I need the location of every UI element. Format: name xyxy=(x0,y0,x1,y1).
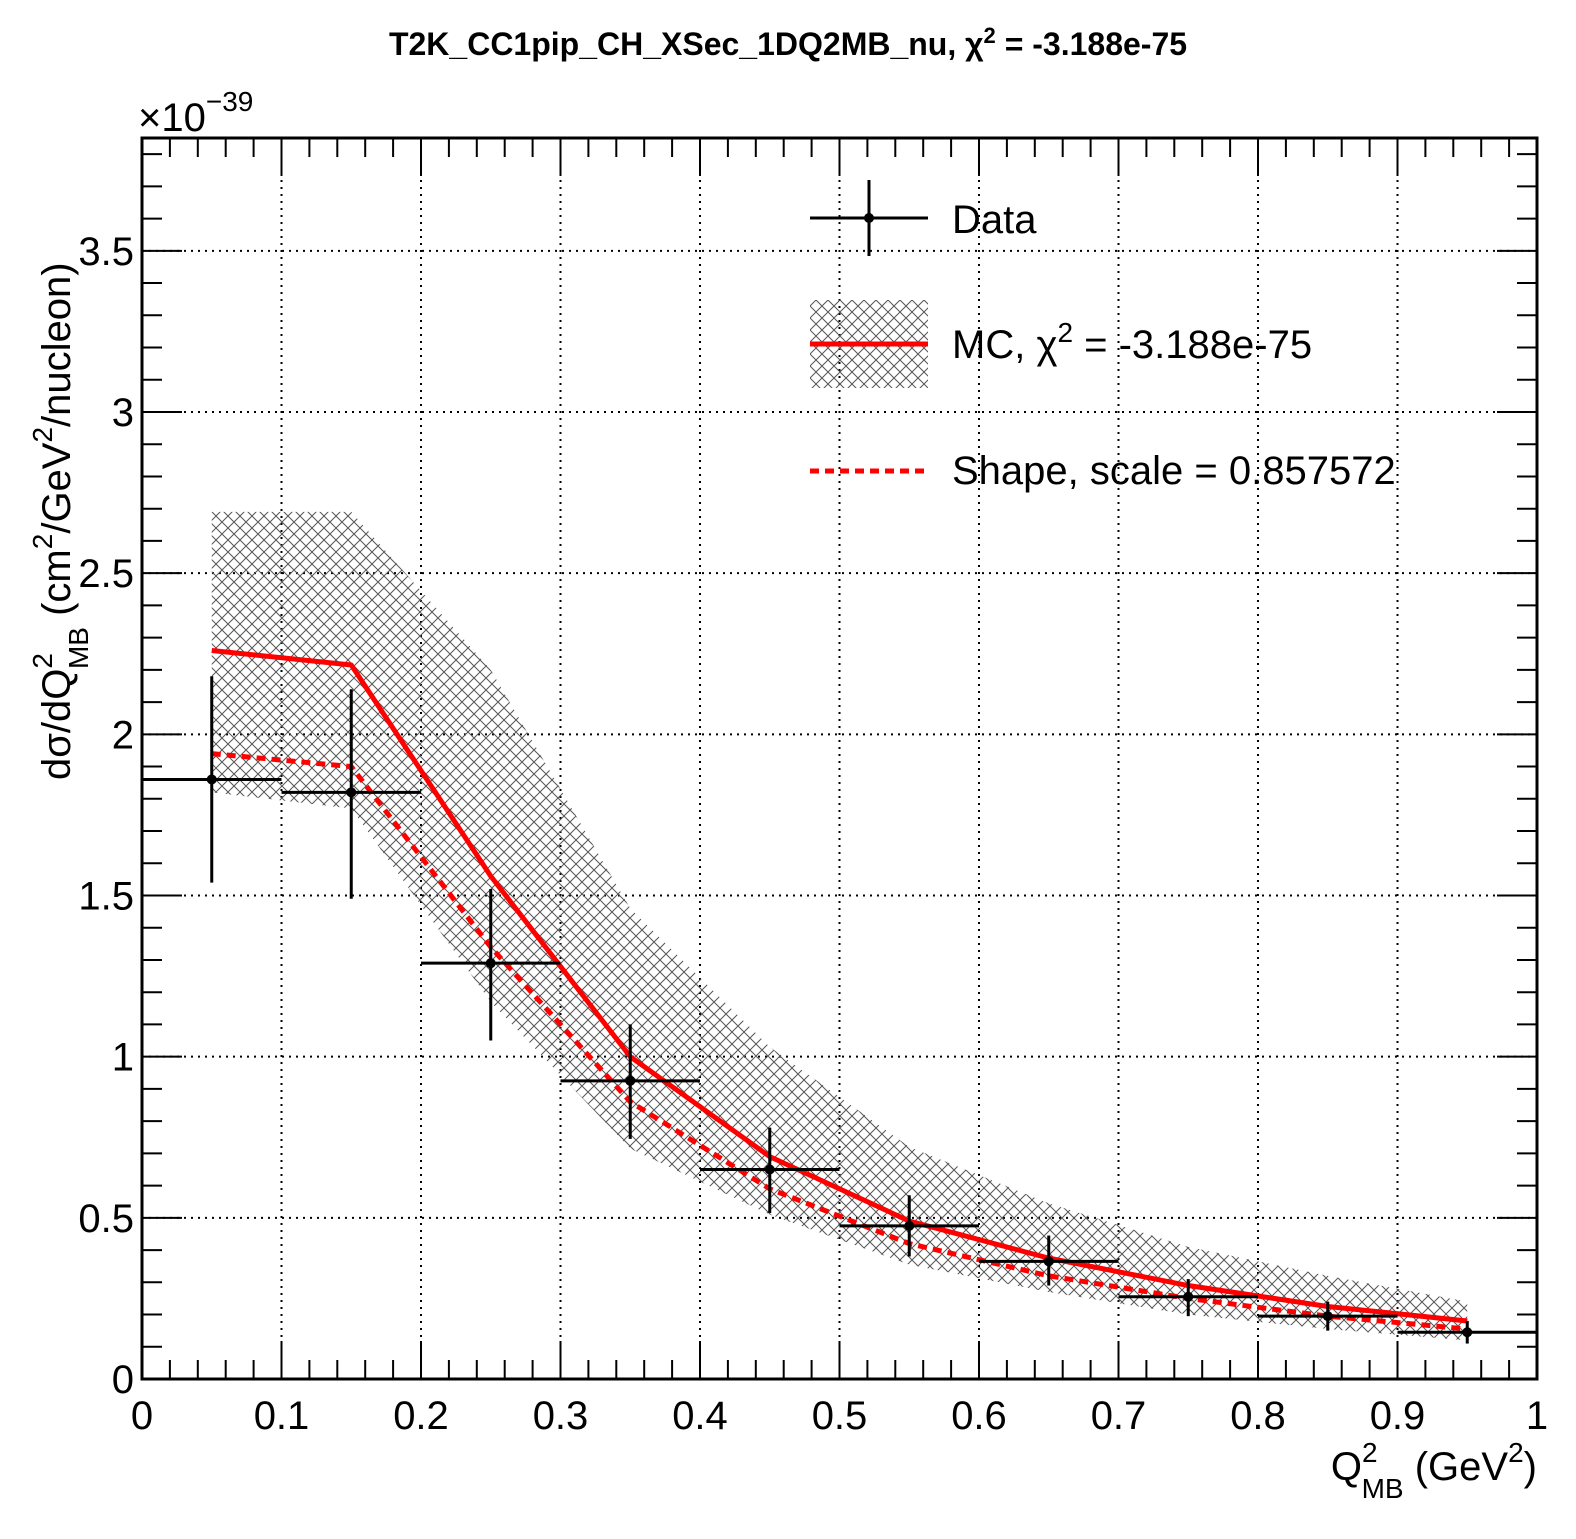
data-point-6 xyxy=(979,1235,1119,1286)
y-tick-label-1: 0.5 xyxy=(78,1197,134,1241)
y-tick-label-5: 2.5 xyxy=(78,552,134,596)
x-tick-label-7: 0.7 xyxy=(1091,1394,1147,1438)
x-axis-label: Q2 MB (GeV2) xyxy=(1331,1437,1537,1504)
data-point-2 xyxy=(421,889,561,1041)
y-tick-label-3: 1.5 xyxy=(78,874,134,918)
shape-line xyxy=(211,751,1468,1332)
y-tick-label-2: 1 xyxy=(112,1036,134,1080)
x-tick-label-9: 0.9 xyxy=(1370,1394,1426,1438)
data-point-4 xyxy=(700,1127,840,1213)
y-axis-label: dσ/dQ2 MB (cm2/GeV2/nucleon) xyxy=(27,262,94,780)
legend-mc-label: MC, χ2 = -3.188e-75 xyxy=(952,317,1312,367)
mc-error-band xyxy=(211,511,1468,1341)
data-marker xyxy=(1043,1256,1054,1267)
data-point-1 xyxy=(281,689,421,899)
data-marker xyxy=(764,1164,775,1175)
y-tick-labels: 0 0.5 1 1.5 2 2.5 3 3.5 xyxy=(78,230,134,1402)
data-marker xyxy=(625,1075,636,1086)
legend-shape-label: Shape, scale = 0.857572 xyxy=(952,449,1396,493)
data-marker xyxy=(346,787,357,798)
data-marker xyxy=(904,1220,915,1231)
data-marker xyxy=(485,958,496,969)
data-point-0 xyxy=(142,676,282,883)
shape-line-path xyxy=(211,751,1468,1332)
data-marker xyxy=(206,774,217,785)
legend-data-label: Data xyxy=(952,198,1037,242)
x-tick-label-3: 0.3 xyxy=(533,1394,589,1438)
y-tick-label-7: 3.5 xyxy=(78,230,134,274)
x-tick-labels: 0 0.1 0.2 0.3 0.4 0.5 0.6 0.7 0.8 0.9 1 xyxy=(131,1394,1548,1438)
chart-title: T2K_CC1pip_CH_XSec_1DQ2MB_nu, χ2 = -3.18… xyxy=(389,23,1187,62)
x-tick-label-4: 0.4 xyxy=(672,1394,728,1438)
x-tick-label-0: 0 xyxy=(131,1394,153,1438)
data-marker xyxy=(1462,1327,1473,1338)
data-points xyxy=(142,676,1537,1344)
legend-data-marker xyxy=(810,180,928,256)
data-point-5 xyxy=(839,1195,979,1257)
x-tick-label-6: 0.6 xyxy=(951,1394,1007,1438)
x-tick-label-2: 0.2 xyxy=(393,1394,449,1438)
x-tick-label-8: 0.8 xyxy=(1230,1394,1286,1438)
x-tick-label-10: 1 xyxy=(1526,1394,1548,1438)
data-point-3 xyxy=(560,1024,700,1139)
y-tick-label-4: 2 xyxy=(112,713,134,757)
data-marker xyxy=(1183,1291,1194,1302)
x-tick-label-1: 0.1 xyxy=(254,1394,310,1438)
data-point-7 xyxy=(1118,1279,1258,1317)
axis-ticks xyxy=(141,138,1538,1380)
legend: Data MC, χ2 = -3.188e-75 Shape, scale = … xyxy=(810,180,1396,493)
data-marker xyxy=(1322,1311,1333,1322)
legend-mc-marker xyxy=(810,300,928,388)
data-point-9 xyxy=(1397,1320,1537,1344)
y-exponent: ×10−39 xyxy=(138,86,253,140)
y-tick-label-6: 3 xyxy=(112,391,134,435)
data-point-8 xyxy=(1258,1301,1398,1331)
x-tick-label-5: 0.5 xyxy=(812,1394,868,1438)
y-tick-label-0: 0 xyxy=(112,1358,134,1402)
mc-band-area xyxy=(211,511,1468,1341)
